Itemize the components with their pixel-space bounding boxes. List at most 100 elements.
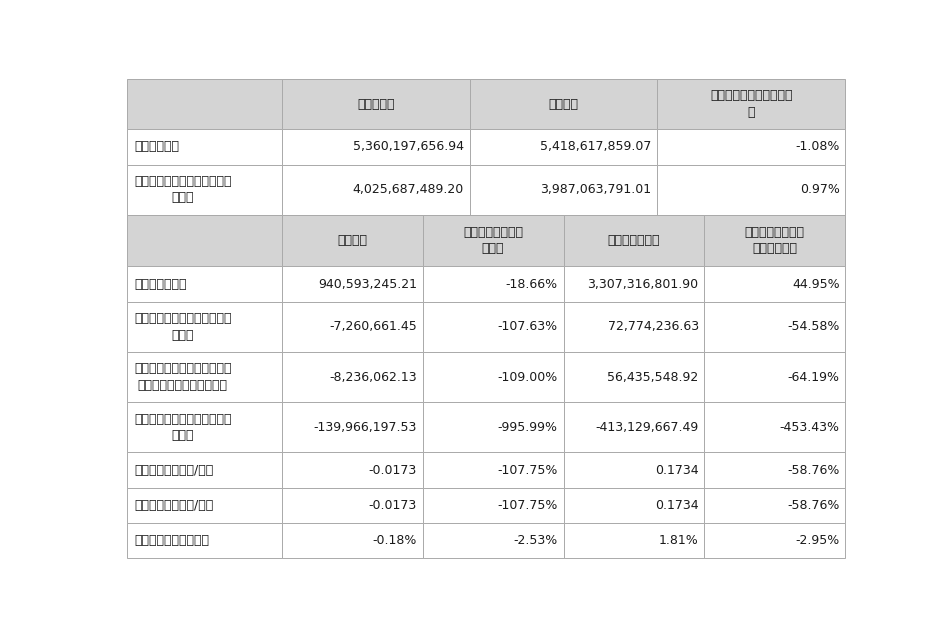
Text: -7,260,661.45: -7,260,661.45 — [329, 320, 417, 333]
Text: 0.1734: 0.1734 — [655, 463, 698, 477]
Text: 总资产（元）: 总资产（元） — [134, 140, 179, 153]
Text: -413,129,667.49: -413,129,667.49 — [595, 421, 698, 434]
Text: -58.76%: -58.76% — [787, 463, 840, 477]
Bar — [564, 402, 704, 453]
Bar — [282, 402, 422, 453]
Bar — [282, 215, 422, 266]
Text: 4,025,687,489.20: 4,025,687,489.20 — [353, 183, 464, 196]
Bar — [282, 523, 422, 559]
Bar — [422, 302, 564, 352]
Bar — [282, 165, 470, 215]
Bar — [282, 79, 470, 129]
Text: 72,774,236.63: 72,774,236.63 — [607, 320, 698, 333]
Bar — [704, 302, 846, 352]
Text: 本报告期末比上年度末增
减: 本报告期末比上年度末增 减 — [710, 89, 792, 119]
Bar — [658, 129, 846, 165]
Text: -107.75%: -107.75% — [497, 463, 558, 477]
Bar — [564, 352, 704, 402]
Text: 本报告期: 本报告期 — [337, 234, 367, 247]
Bar — [127, 215, 282, 266]
Text: -995.99%: -995.99% — [498, 421, 558, 434]
Text: 5,360,197,656.94: 5,360,197,656.94 — [353, 140, 464, 153]
Bar — [658, 165, 846, 215]
Text: 56,435,548.92: 56,435,548.92 — [607, 371, 698, 384]
Text: -0.0173: -0.0173 — [368, 499, 417, 512]
Text: 加权平均净资产收益率: 加权平均净资产收益率 — [134, 534, 209, 547]
Bar — [127, 523, 282, 559]
Text: -64.19%: -64.19% — [788, 371, 840, 384]
Bar — [127, 488, 282, 523]
Text: -0.18%: -0.18% — [373, 534, 417, 547]
Bar — [564, 302, 704, 352]
Bar — [282, 129, 470, 165]
Bar — [704, 266, 846, 302]
Bar — [422, 488, 564, 523]
Text: -18.66%: -18.66% — [506, 278, 558, 290]
Bar — [422, 402, 564, 453]
Text: 归属于上市公司股东的净资产
（元）: 归属于上市公司股东的净资产 （元） — [134, 175, 232, 204]
Text: 本报告期比上年同
期增减: 本报告期比上年同 期增减 — [463, 226, 523, 256]
Bar — [704, 352, 846, 402]
Bar — [704, 402, 846, 453]
Text: 本报告期末: 本报告期末 — [357, 98, 395, 111]
Text: 5,418,617,859.07: 5,418,617,859.07 — [540, 140, 652, 153]
Text: -2.53%: -2.53% — [513, 534, 558, 547]
Text: 稀释每股收益（元/股）: 稀释每股收益（元/股） — [134, 499, 214, 512]
Text: 营业收入（元）: 营业收入（元） — [134, 278, 186, 290]
Text: 年初至报告期末比
上年同期增减: 年初至报告期末比 上年同期增减 — [745, 226, 805, 256]
Bar — [658, 79, 846, 129]
Text: 0.97%: 0.97% — [800, 183, 840, 196]
Bar — [704, 488, 846, 523]
Text: 上年度末: 上年度末 — [549, 98, 579, 111]
Bar — [564, 523, 704, 559]
Bar — [704, 215, 846, 266]
Text: -107.75%: -107.75% — [497, 499, 558, 512]
Bar — [127, 402, 282, 453]
Text: -107.63%: -107.63% — [497, 320, 558, 333]
Text: 940,593,245.21: 940,593,245.21 — [318, 278, 417, 290]
Bar — [564, 215, 704, 266]
Text: 3,987,063,791.01: 3,987,063,791.01 — [541, 183, 652, 196]
Text: -2.95%: -2.95% — [795, 534, 840, 547]
Text: 年初至报告期末: 年初至报告期末 — [607, 234, 661, 247]
Bar — [564, 453, 704, 488]
Text: 1.81%: 1.81% — [659, 534, 698, 547]
Bar — [422, 523, 564, 559]
Text: 归属于上市公司股东的扣除非
经常性损益的净利润（元）: 归属于上市公司股东的扣除非 经常性损益的净利润（元） — [134, 363, 232, 392]
Bar — [282, 302, 422, 352]
Text: -453.43%: -453.43% — [779, 421, 840, 434]
Text: 基本每股收益（元/股）: 基本每股收益（元/股） — [134, 463, 214, 477]
Bar — [127, 352, 282, 402]
Bar — [470, 129, 658, 165]
Bar — [282, 266, 422, 302]
Text: -54.58%: -54.58% — [787, 320, 840, 333]
Bar — [282, 488, 422, 523]
Bar — [564, 266, 704, 302]
Bar — [422, 266, 564, 302]
Bar — [127, 79, 282, 129]
Text: -1.08%: -1.08% — [795, 140, 840, 153]
Text: 3,307,316,801.90: 3,307,316,801.90 — [587, 278, 698, 290]
Bar — [470, 165, 658, 215]
Bar — [282, 453, 422, 488]
Text: 0.1734: 0.1734 — [655, 499, 698, 512]
Bar — [127, 453, 282, 488]
Bar — [282, 352, 422, 402]
Bar — [127, 266, 282, 302]
Text: -109.00%: -109.00% — [497, 371, 558, 384]
Text: -139,966,197.53: -139,966,197.53 — [313, 421, 417, 434]
Bar — [127, 165, 282, 215]
Text: -8,236,062.13: -8,236,062.13 — [329, 371, 417, 384]
Bar — [704, 523, 846, 559]
Text: 经营活动产生的现金流量净额
（元）: 经营活动产生的现金流量净额 （元） — [134, 413, 232, 442]
Bar — [564, 488, 704, 523]
Text: -58.76%: -58.76% — [787, 499, 840, 512]
Text: 归属于上市公司股东的净利润
（元）: 归属于上市公司股东的净利润 （元） — [134, 312, 232, 342]
Bar — [422, 453, 564, 488]
Text: -0.0173: -0.0173 — [368, 463, 417, 477]
Bar — [422, 352, 564, 402]
Bar — [704, 453, 846, 488]
Text: 44.95%: 44.95% — [791, 278, 840, 290]
Bar — [470, 79, 658, 129]
Bar — [127, 129, 282, 165]
